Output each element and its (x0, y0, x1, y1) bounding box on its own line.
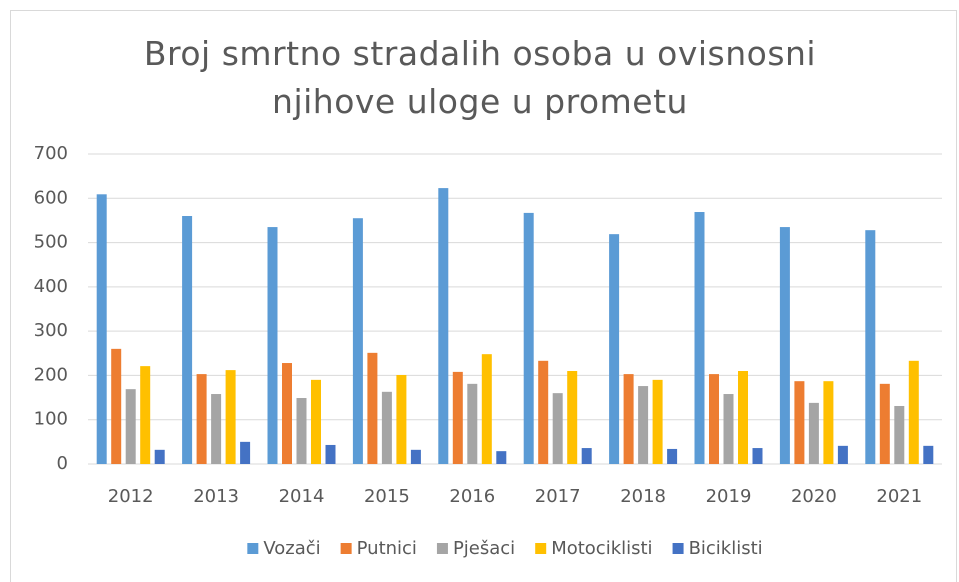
bar (381, 391, 392, 464)
bar (865, 230, 876, 464)
bar (552, 393, 563, 464)
bar (609, 234, 620, 464)
legend-label: Vozači (263, 538, 320, 559)
y-tick-label: 700 (34, 143, 68, 164)
bar (140, 366, 151, 464)
legend-swatch (247, 543, 259, 554)
x-tick-label: 2021 (876, 486, 922, 507)
x-tick-label: 2020 (791, 486, 837, 507)
bar (779, 227, 790, 464)
bar (623, 374, 634, 464)
legend-swatch (672, 543, 684, 554)
bar (723, 394, 734, 464)
x-tick-label: 2019 (706, 486, 752, 507)
bar (794, 381, 805, 464)
bar (652, 379, 663, 464)
bar (367, 352, 378, 464)
bar (567, 371, 578, 464)
chart-title: Broj smrtno stradalih osoba u ovisnosni … (143, 34, 817, 121)
bar (240, 441, 251, 464)
bar (837, 445, 848, 464)
chart-border (10, 10, 957, 582)
bar (311, 379, 321, 464)
bar (96, 194, 107, 465)
y-tick-label: 500 (34, 232, 68, 253)
bar (923, 445, 934, 464)
y-tick-label: 200 (34, 364, 68, 385)
bar (667, 448, 678, 464)
bar (111, 348, 122, 464)
y-tick-label: 100 (34, 409, 68, 430)
bar (709, 374, 719, 464)
bar (225, 370, 236, 464)
bar (523, 212, 534, 464)
bar (879, 383, 890, 464)
bar (296, 398, 307, 464)
bar (452, 371, 463, 464)
bar (908, 360, 919, 464)
bar (182, 216, 193, 464)
bar (125, 389, 136, 464)
legend-label: Putnici (357, 538, 417, 559)
x-tick-label: 2013 (193, 486, 239, 507)
y-tick-label: 0 (57, 453, 68, 474)
bar (481, 354, 492, 464)
bar (211, 394, 222, 464)
y-tick-label: 400 (34, 276, 68, 297)
bar (325, 444, 336, 464)
y-tick-label: 300 (34, 320, 68, 341)
bar (638, 386, 649, 464)
bar (496, 451, 507, 464)
x-tick-label: 2015 (364, 486, 410, 507)
x-tick-label: 2016 (449, 486, 495, 507)
x-tick-label: 2014 (279, 486, 325, 507)
y-tick-label: 600 (34, 187, 68, 208)
legend-label: Biciklisti (689, 538, 763, 559)
bar (438, 188, 449, 464)
bar (808, 402, 819, 464)
bar (396, 374, 407, 464)
bar (282, 363, 292, 464)
bar (267, 227, 278, 464)
x-tick-label: 2018 (620, 486, 666, 507)
bar (467, 383, 478, 464)
bar (581, 448, 592, 464)
x-tick-label: 2012 (108, 486, 154, 507)
bar (154, 449, 165, 464)
bar (352, 218, 363, 464)
bar (694, 212, 705, 464)
legend-swatch (436, 543, 448, 554)
bar (738, 371, 748, 464)
legend-swatch (340, 543, 352, 554)
bar (538, 360, 549, 464)
bar (894, 405, 905, 464)
bar (823, 381, 834, 464)
bar (196, 374, 207, 464)
legend-label: Motociklisti (551, 538, 652, 559)
legend-swatch (535, 543, 547, 554)
x-tick-label: 2017 (535, 486, 581, 507)
bar (752, 448, 763, 464)
legend-label: Pješaci (453, 538, 515, 559)
bar (410, 449, 421, 464)
